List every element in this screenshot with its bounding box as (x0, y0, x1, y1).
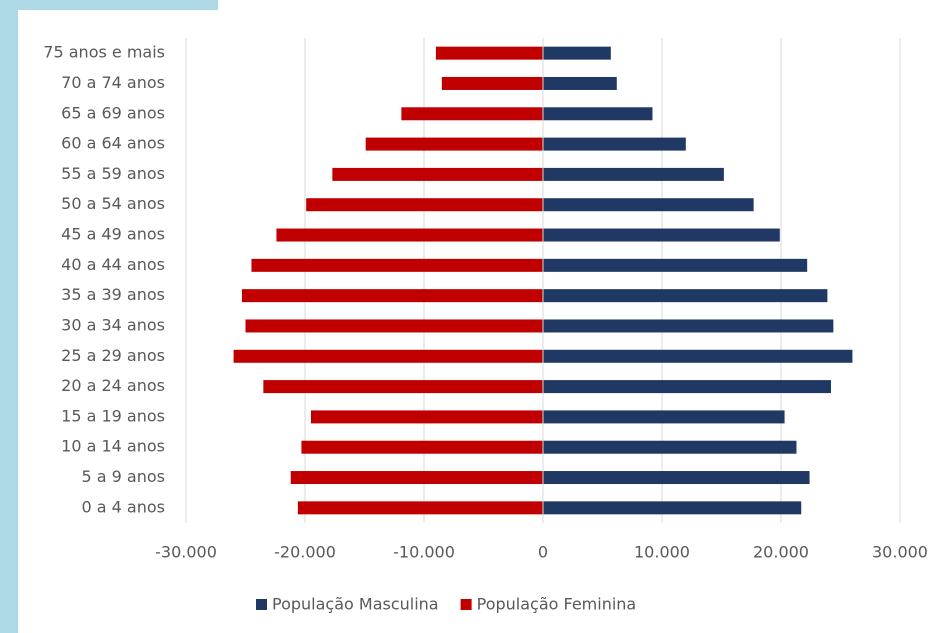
y-tick-label: 35 a 39 anos (61, 285, 165, 304)
bar (310, 410, 543, 424)
y-tick-label: 55 a 59 anos (61, 164, 165, 183)
bar (401, 107, 543, 121)
bar (543, 107, 653, 121)
bar (435, 46, 543, 60)
y-tick-label: 75 anos e mais (43, 43, 165, 62)
y-tick-label: 10 a 14 anos (61, 437, 165, 456)
x-tick-label: -20.000 (274, 543, 336, 562)
bar (543, 137, 686, 151)
bar (543, 289, 828, 303)
bar (290, 471, 543, 485)
legend-label: População Masculina (272, 595, 439, 614)
bar (297, 501, 543, 515)
bar (543, 258, 808, 272)
x-tick-label: 10.000 (634, 543, 690, 562)
y-tick-label: 25 a 29 anos (61, 346, 165, 365)
legend-swatch (256, 599, 267, 610)
bar (263, 380, 543, 394)
y-tick-label: 0 a 4 anos (82, 497, 166, 516)
y-tick-label: 45 a 49 anos (61, 225, 165, 244)
y-tick-label: 70 a 74 anos (61, 73, 165, 92)
bar (543, 228, 780, 242)
x-tick-label: 20.000 (753, 543, 809, 562)
legend-label: População Feminina (477, 595, 637, 614)
bar (543, 380, 831, 394)
bar (301, 440, 543, 454)
bar (543, 410, 785, 424)
frame-strip (0, 0, 218, 10)
legend-swatch (460, 599, 472, 610)
bar (276, 228, 543, 242)
bar (543, 319, 834, 333)
y-tick-label: 40 a 44 anos (61, 255, 165, 274)
bar (332, 167, 543, 181)
bar (251, 258, 543, 272)
bar (543, 198, 754, 212)
bar (543, 349, 853, 363)
y-tick-label: 50 a 54 anos (61, 194, 165, 213)
bar (365, 137, 543, 151)
y-tick-label: 5 a 9 anos (82, 467, 166, 486)
x-tick-label: -10.000 (393, 543, 455, 562)
bar (306, 198, 543, 212)
y-tick-label: 60 a 64 anos (61, 134, 165, 153)
x-tick-label: 30.000 (872, 543, 928, 562)
y-tick-label: 20 a 24 anos (61, 376, 165, 395)
x-tick-label: 0 (538, 543, 548, 562)
bar (543, 46, 611, 60)
y-tick-label: 30 a 34 anos (61, 315, 165, 334)
y-tick-label: 65 a 69 anos (61, 103, 165, 122)
bar (543, 76, 617, 90)
x-tick-label: -30.000 (155, 543, 217, 562)
bar (543, 440, 797, 454)
bar (245, 319, 543, 333)
bar (543, 501, 802, 515)
bar (233, 349, 543, 363)
bar (543, 167, 724, 181)
y-tick-label: 15 a 19 anos (61, 406, 165, 425)
bar (441, 76, 543, 90)
bar (543, 471, 810, 485)
bar (241, 289, 543, 303)
frame-strip (0, 0, 18, 633)
